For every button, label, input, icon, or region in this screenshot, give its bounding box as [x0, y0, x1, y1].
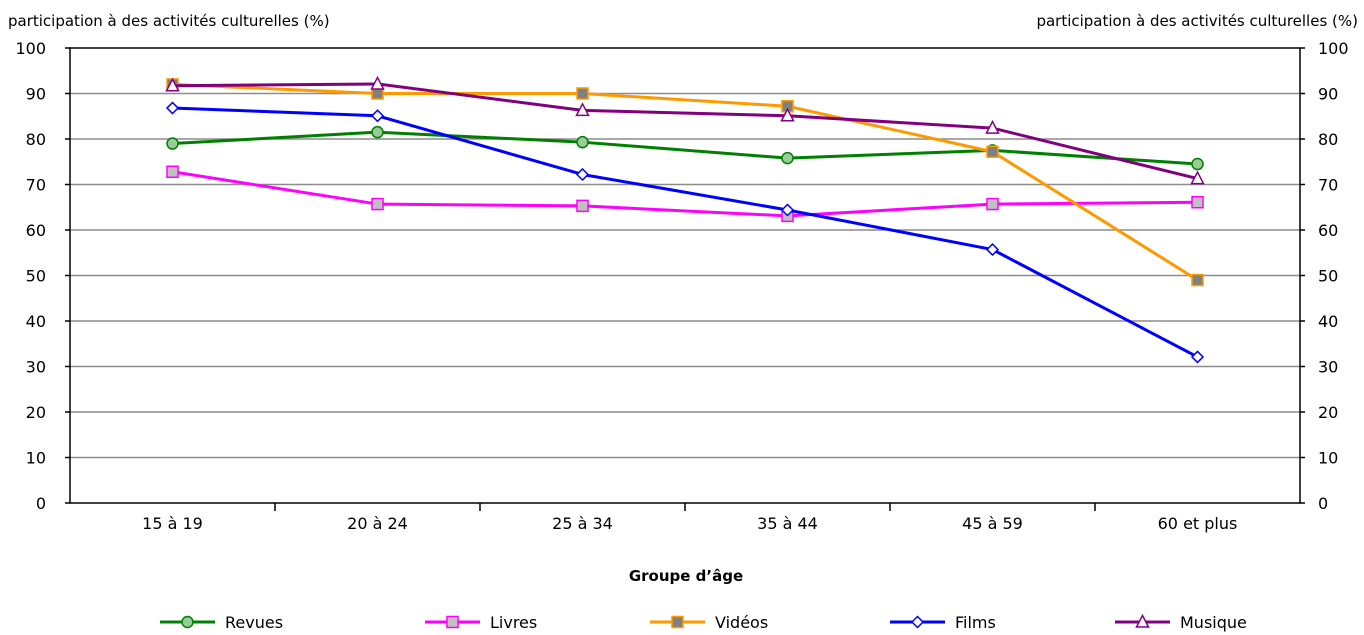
y-tick-label-left: 100	[15, 39, 46, 58]
data-point-videos	[1191, 273, 1204, 287]
legend-label: Vidéos	[715, 613, 768, 632]
axis-ticks: 0 0 10 10 20 20 30 30 40 40 50 50 60 60 70 70 80 80 90 90 10…	[15, 39, 1348, 533]
y-tick-label-right: 90	[1318, 85, 1338, 104]
legend-swatch-marker	[446, 615, 459, 629]
series-lines	[165, 75, 1205, 364]
y-tick-label-left: 70	[26, 176, 46, 195]
legend-item-revues: Revues	[160, 613, 283, 632]
legend-label: Films	[955, 613, 996, 632]
y-axis-title-right: participation à des activités culturelle…	[1036, 12, 1358, 30]
x-tick-label: 25 à 34	[552, 514, 613, 533]
data-point-revues	[371, 125, 384, 139]
data-point-musique	[1190, 170, 1205, 185]
legend-item-livres: Livres	[425, 613, 537, 632]
data-point-films	[1190, 350, 1205, 364]
legend: Revues Livres Vidéos Films Musique	[160, 613, 1247, 632]
x-tick-label: 20 à 24	[347, 514, 408, 533]
data-point-livres	[371, 197, 384, 211]
y-tick-label-left: 80	[26, 130, 46, 149]
data-point-musique	[165, 77, 180, 92]
y-tick-label-right: 70	[1318, 176, 1338, 195]
series-films	[165, 101, 1205, 364]
series-line-revues	[172, 130, 1198, 166]
y-tick-label-right: 80	[1318, 130, 1338, 149]
data-point-livres	[1191, 195, 1204, 209]
legend-item-musique: Musique	[1115, 613, 1247, 632]
series-line-videos	[172, 82, 1199, 282]
y-tick-label-right: 50	[1318, 267, 1338, 286]
series-line-musique	[172, 82, 1198, 181]
y-tick-label-right: 10	[1318, 449, 1338, 468]
legend-swatch-marker	[1135, 613, 1150, 628]
data-point-livres	[576, 199, 589, 213]
y-tick-label-left: 30	[26, 358, 46, 377]
y-tick-label-right: 0	[1318, 494, 1328, 513]
data-point-revues	[166, 137, 179, 150]
legend-label: Musique	[1180, 613, 1247, 632]
data-point-musique	[575, 102, 590, 117]
y-tick-label-left: 50	[26, 267, 46, 286]
y-tick-label-left: 40	[26, 312, 46, 331]
x-tick-label: 15 à 19	[142, 514, 203, 533]
x-axis-title: Groupe d’âge	[629, 567, 743, 585]
series-line-films	[172, 106, 1199, 359]
y-tick-label-right: 40	[1318, 312, 1338, 331]
data-point-films	[985, 243, 1000, 257]
series-line-livres	[172, 170, 1198, 218]
y-tick-label-right: 20	[1318, 403, 1338, 422]
series-musique	[165, 75, 1205, 185]
gridlines	[70, 92, 1300, 459]
data-point-films	[370, 109, 385, 123]
series-revues	[166, 125, 1204, 171]
data-point-films	[575, 167, 590, 182]
data-point-revues	[576, 135, 589, 149]
x-tick-label: 35 à 44	[757, 514, 818, 533]
series-videos	[166, 78, 1204, 287]
legend-label: Livres	[490, 613, 537, 632]
y-tick-label-left: 10	[26, 449, 46, 468]
data-point-revues	[781, 151, 794, 165]
data-point-livres	[166, 165, 179, 179]
y-tick-label-left: 90	[26, 85, 46, 104]
y-tick-label-left: 0	[36, 494, 46, 513]
y-tick-label-left: 60	[26, 221, 46, 240]
data-point-livres	[986, 197, 999, 211]
series-livres	[166, 165, 1204, 223]
y-tick-label-right: 60	[1318, 221, 1338, 240]
y-axis-title-left: participation à des activités culturelle…	[8, 12, 330, 30]
legend-swatch-marker	[671, 615, 684, 629]
data-point-musique	[985, 119, 1000, 134]
x-tick-label: 45 à 59	[962, 514, 1023, 533]
legend-item-films: Films	[890, 613, 996, 632]
legend-swatch-marker	[181, 615, 194, 629]
y-tick-label-left: 20	[26, 403, 46, 422]
y-tick-label-right: 30	[1318, 358, 1338, 377]
data-point-videos	[986, 145, 999, 158]
data-point-films	[780, 203, 795, 217]
data-point-musique	[370, 75, 385, 90]
data-point-videos	[576, 87, 589, 100]
x-tick-label: 60 et plus	[1158, 514, 1238, 533]
data-point-revues	[1191, 157, 1204, 171]
data-point-musique	[780, 107, 795, 122]
data-point-films	[165, 101, 180, 115]
legend-label: Revues	[225, 613, 283, 632]
legend-swatch-marker	[910, 615, 925, 629]
y-tick-label-right: 100	[1318, 39, 1349, 58]
legend-item-videos: Vidéos	[650, 613, 768, 632]
